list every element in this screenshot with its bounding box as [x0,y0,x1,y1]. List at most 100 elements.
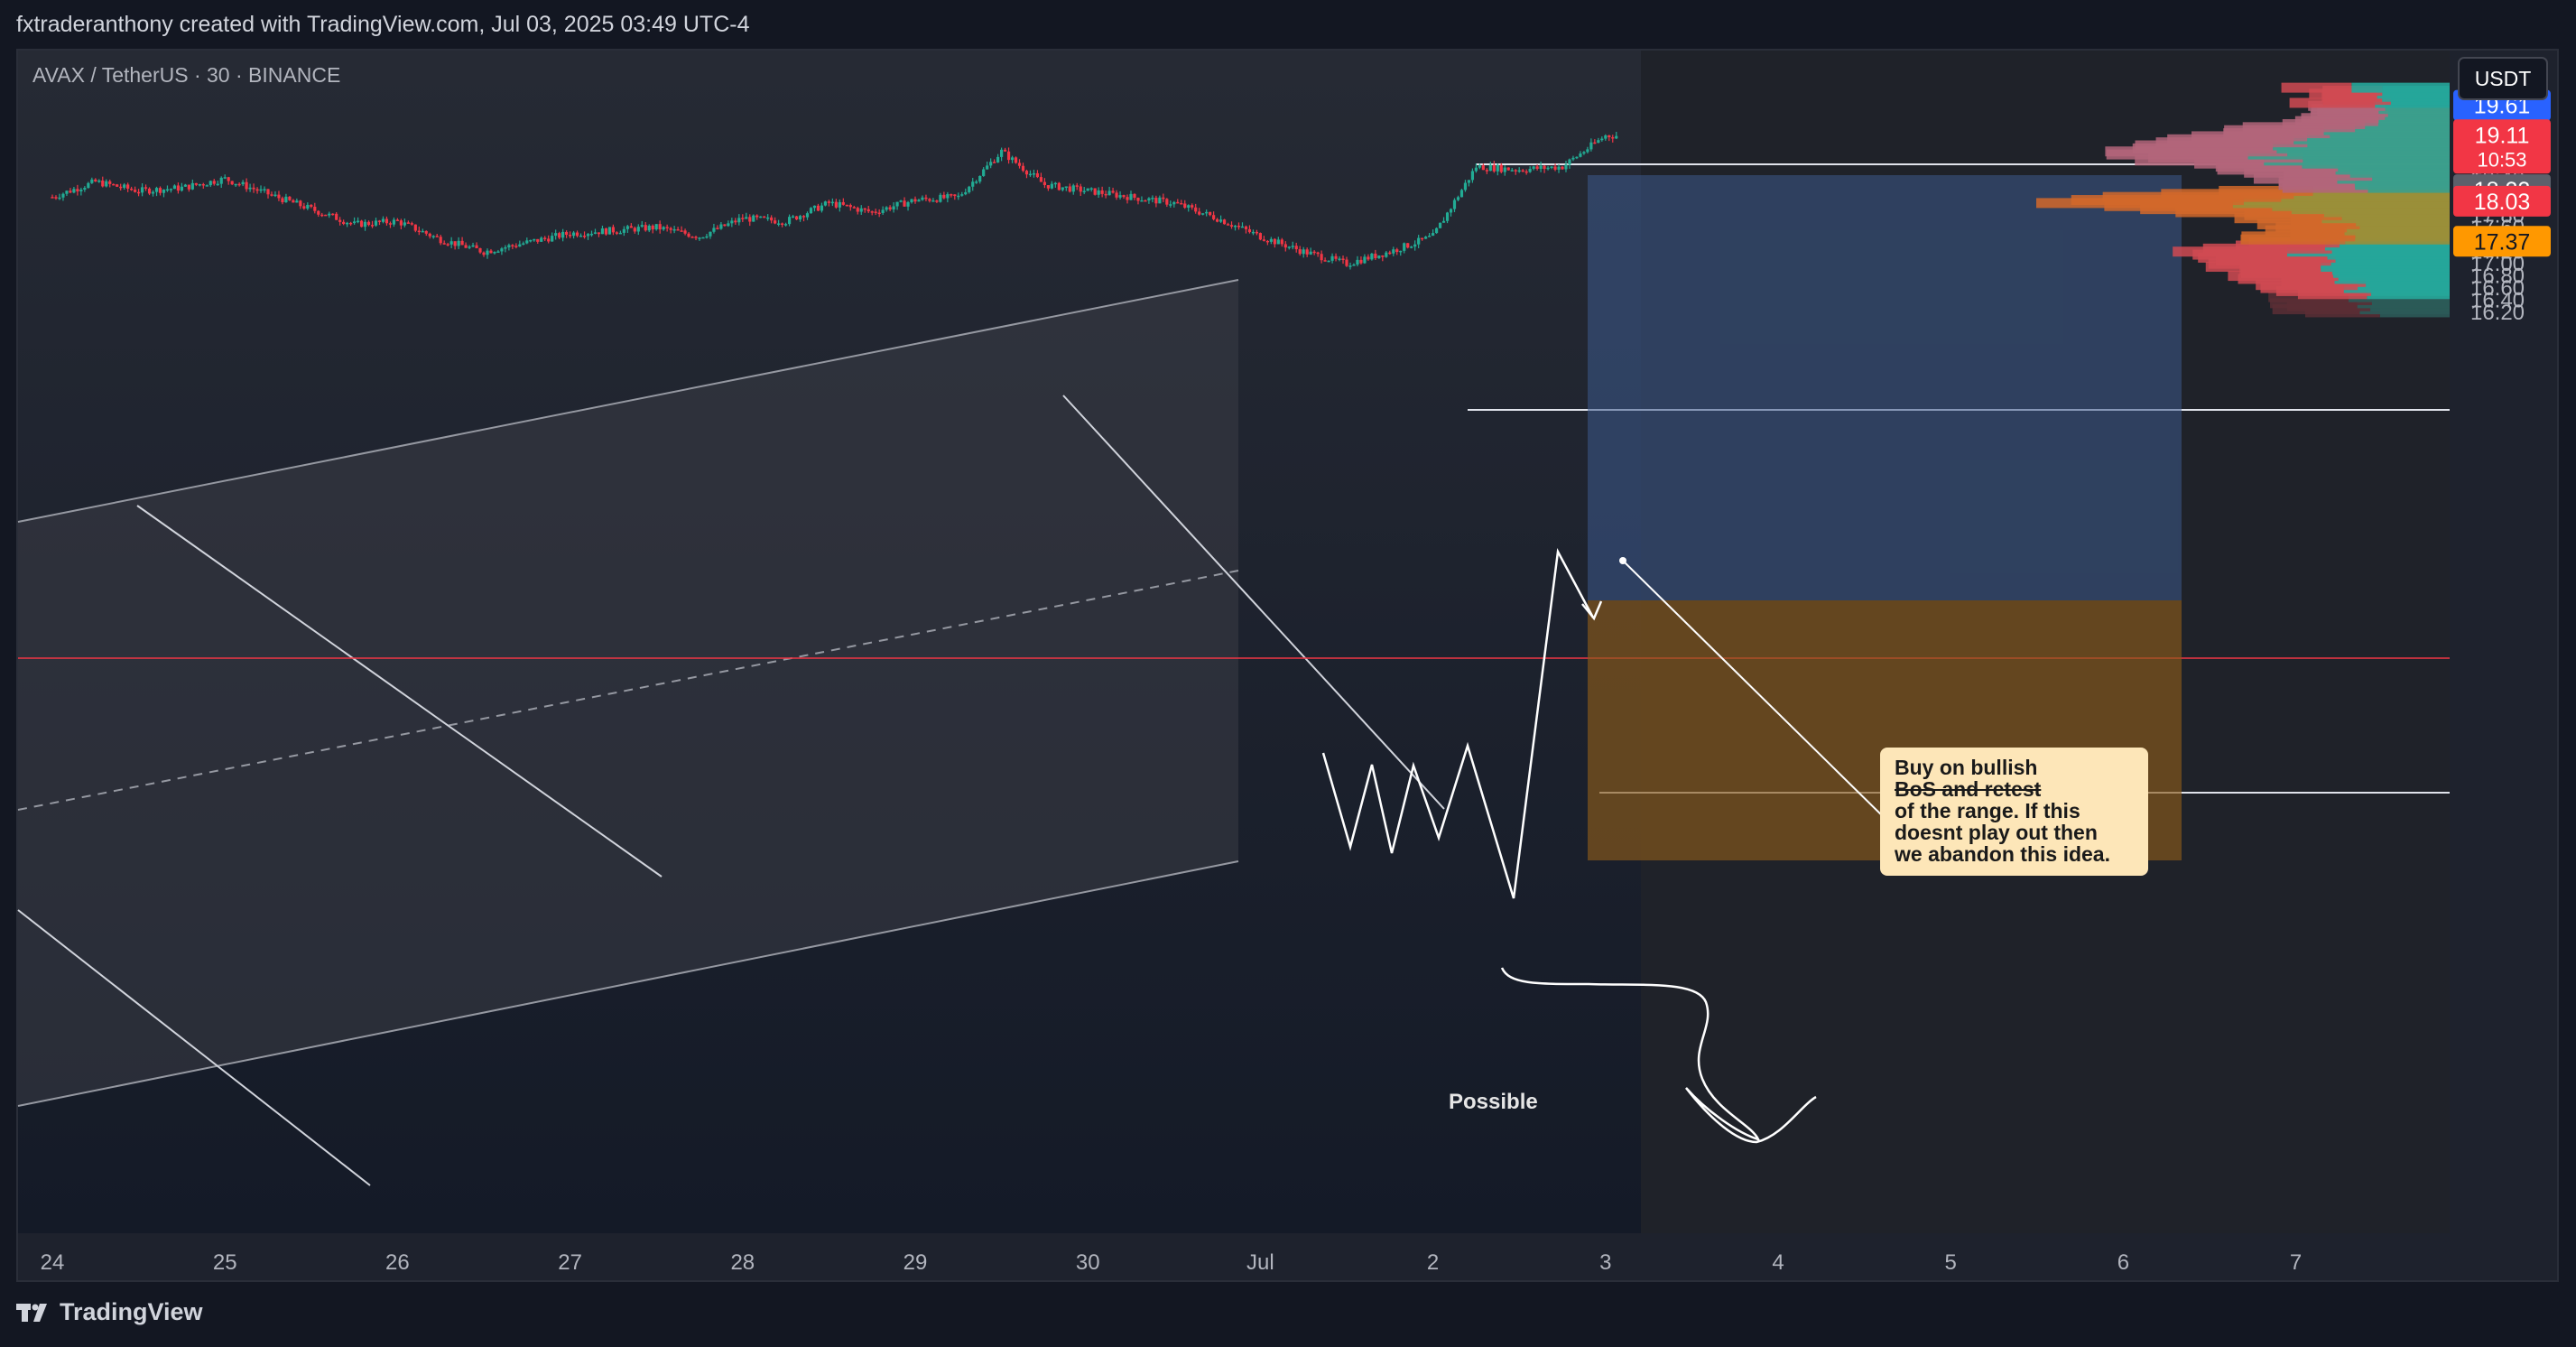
candle-body [1539,165,1543,170]
candle-body [1089,188,1093,190]
candle-body [299,200,302,207]
candle-body [1057,182,1061,190]
time-tick: 26 [385,1250,410,1275]
candle-body [694,237,698,238]
time-tick: 2 [1427,1250,1439,1275]
candle-body [823,201,828,206]
trade-note[interactable]: Buy on bullish BoS and retest of the ran… [1880,748,2148,876]
footer-brand[interactable]: TradingView [16,1298,203,1326]
candle-body [618,232,622,235]
candle-body [442,243,446,245]
candle-body [514,246,518,247]
candle-body [781,223,784,225]
candle-body [1010,157,1015,161]
candle-body [216,183,219,186]
candle-body [1269,238,1273,242]
candle-body [83,188,87,190]
candle-body [1338,258,1341,260]
candle-body [1104,193,1107,196]
candle-body [529,239,533,242]
candle-body [953,194,957,197]
candle-body [471,245,475,247]
candle-body [798,216,802,220]
note-anchor [1619,557,1626,564]
candle-body [903,200,906,207]
candle-body [1381,255,1385,257]
candle-body [1510,170,1514,172]
candle-body [1432,233,1435,237]
hand-drawn-scenario [1500,967,1817,1144]
vp-bar-down [2219,185,2313,196]
candle-body [856,208,859,212]
candle-body [395,219,399,221]
price-badge-text: 18.03 [2474,190,2531,215]
candle-body [899,200,903,202]
candle-body [676,228,680,231]
candle-body [183,184,187,187]
candle-body [680,230,683,232]
candle-body [1367,256,1370,260]
candle-body [1233,226,1237,228]
candle-body [741,218,745,219]
time-axis[interactable]: 24 25 26 27 28 29 30 Jul 2 3 4 5 6 7 [41,1250,2303,1275]
candle-body [1291,246,1294,247]
candle-body [94,179,97,181]
candle-body [698,237,701,239]
footer-brand-text: TradingView [60,1298,203,1325]
candle-body [108,181,112,184]
candle-body [1191,205,1194,208]
candle-body [194,182,198,185]
candle-body [1071,185,1075,192]
candles [51,131,1618,270]
candle-body [1370,253,1374,260]
candle-body [1003,149,1007,152]
target-zone[interactable] [1588,175,2182,600]
time-tick: 4 [1772,1250,1784,1275]
candle-body [504,246,507,249]
candle-body [1586,149,1589,153]
candle-body [134,190,137,192]
price-badge-text: 19.11 [2475,123,2530,148]
candle-body [701,237,705,239]
channel-upper-line [17,279,1239,523]
candle-body [968,186,971,192]
candle-body [1042,181,1046,186]
candle-body [349,222,353,225]
candle-body [597,232,601,235]
candle-body [1481,165,1485,171]
candle-body [1413,244,1417,247]
projection-zigzag [1321,547,1595,899]
candle-body [388,223,393,225]
candle-body [310,204,313,207]
candle-body [1107,190,1111,196]
candle-body [763,216,766,218]
currency-box[interactable] [2458,57,2548,100]
candle-body [399,220,403,226]
candle-body [1459,190,1464,198]
candle-body [1568,159,1571,165]
candle-body [237,183,241,186]
candle-body [895,201,899,207]
candle-body [1417,237,1421,245]
candle-body [935,200,939,202]
candle-body [320,214,324,217]
candle-body [669,228,672,230]
candle-body [353,221,357,224]
candle-body [331,213,335,216]
symbol-label[interactable]: AVAX / TetherUS · 30 · BINANCE [32,63,341,87]
candle-body [1237,226,1241,228]
candle-body [431,236,435,237]
candle-body [665,227,669,228]
candle-body [1410,246,1413,248]
candle-body [770,217,774,221]
candle-body [1086,188,1089,191]
candle-body [1294,246,1298,250]
candle-body [270,194,273,196]
possible-label: Possible [1449,1090,1538,1114]
time-tick: 5 [1945,1250,1957,1275]
candle-body [245,181,248,190]
currency-label[interactable]: USDT [2474,67,2532,90]
candle-body [716,228,719,229]
candle-body [151,191,155,194]
candle-body [468,246,471,248]
